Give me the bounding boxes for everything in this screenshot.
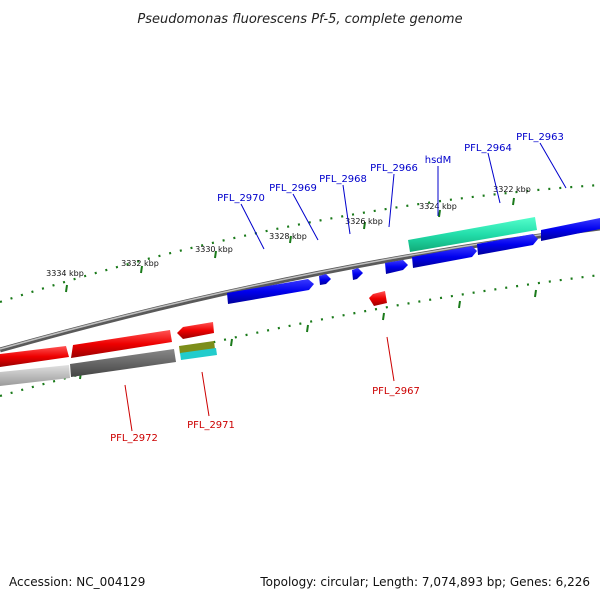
cds-arrow[interactable] (477, 234, 538, 255)
gene-label[interactable]: PFL_2963 (516, 132, 564, 143)
hsdm-feature[interactable] (408, 217, 537, 252)
topology-summary: Topology: circular; Length: 7,074,893 bp… (259, 575, 590, 589)
tick-label: 3322 kbp (493, 185, 531, 194)
reverse-gene-labels: PFL_2972 PFL_2971 PFL_2967 (110, 336, 420, 444)
forward-gene-labels: PFL_2970 PFL_2969 PFL_2968 PFL_2966 hsdM… (217, 132, 567, 250)
gene-label[interactable]: PFL_2966 (370, 163, 418, 174)
gene-block[interactable] (179, 341, 215, 354)
gene-label[interactable]: PFL_2972 (110, 433, 158, 444)
gene-label[interactable]: PFL_2964 (464, 143, 512, 154)
gene-label[interactable]: PFL_2971 (187, 420, 235, 431)
gene-block[interactable] (180, 348, 217, 360)
cds-arrow[interactable] (369, 291, 387, 306)
other-feature-track (0, 341, 217, 386)
outer-tick-track (0, 183, 600, 304)
gene-block[interactable] (0, 365, 70, 386)
cds-arrow[interactable] (412, 246, 477, 268)
gene-label[interactable]: hsdM (425, 155, 452, 166)
cds-arrow[interactable] (352, 268, 363, 280)
gene-label[interactable]: PFL_2968 (319, 174, 367, 185)
gene-label[interactable]: PFL_2969 (269, 183, 317, 194)
tick-label: 3330 kbp (195, 245, 233, 254)
gene-label[interactable]: PFL_2967 (372, 386, 420, 397)
tick-label: 3328 kbp (269, 232, 307, 241)
cds-arrow[interactable] (177, 322, 214, 339)
cds-arrow[interactable] (385, 260, 408, 274)
cds-arrow[interactable] (71, 330, 172, 358)
tick-label: 3334 kbp (46, 269, 84, 278)
accession-text: Accession: NC_004129 (9, 575, 145, 589)
tick-label: 3332 kbp (121, 259, 159, 268)
gene-label[interactable]: PFL_2970 (217, 193, 265, 204)
tick-label: 3326 kbp (345, 217, 383, 226)
cds-arrow[interactable] (0, 346, 69, 367)
forward-strand-features (227, 217, 600, 304)
cds-arrow[interactable] (319, 274, 331, 285)
cds-arrow[interactable] (541, 218, 600, 241)
outer-major-ticks (65, 197, 515, 293)
gene-block[interactable] (70, 349, 176, 377)
cds-arrow[interactable] (227, 279, 314, 304)
inner-tick-track (0, 273, 600, 398)
reverse-strand-features (0, 291, 387, 367)
map-title: Pseudomonas fluorescens Pf-5, complete g… (137, 12, 462, 27)
